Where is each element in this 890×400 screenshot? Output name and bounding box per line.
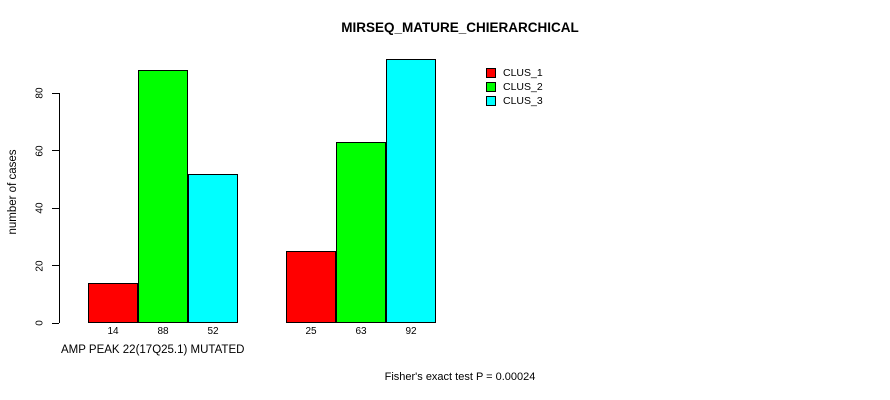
bar-clus-3-group1: [188, 173, 238, 323]
y-axis-line: [59, 93, 60, 323]
bar-value-label-clus-2-group2: 63: [355, 326, 367, 337]
y-tick-label-80: 80: [34, 87, 46, 99]
chart-title: MIRSEQ_MATURE_CHIERARCHICAL: [341, 20, 579, 35]
bar-clus-3-group2: [386, 58, 436, 323]
bar-clus-1-group1: [88, 282, 138, 323]
y-axis-label: number of cases: [7, 149, 19, 235]
y-tick-60: [52, 150, 59, 151]
y-tick-80: [52, 92, 59, 94]
y-tick-40: [52, 207, 59, 209]
y-tick-label-0: 0: [34, 320, 46, 326]
y-tick-label-60: 60: [34, 144, 46, 157]
bar-clus-2-group2: [336, 141, 386, 323]
y-tick-label-40: 40: [34, 202, 46, 214]
legend-item-clus-1: CLUS_1: [486, 66, 543, 80]
legend-label-clus-1: CLUS_1: [503, 67, 543, 79]
bar-clus-2-group1: [138, 70, 188, 323]
bar-value-label-clus-3-group1: 52: [207, 326, 219, 337]
bar-value-label-clus-1-group1: 14: [107, 326, 119, 337]
bar-clus-1-group2: [286, 251, 336, 323]
bar-value-label-clus-3-group2: 92: [405, 326, 417, 337]
legend-swatch-clus-3: [486, 96, 496, 106]
bar-value-label-clus-1-group2: 25: [305, 326, 317, 337]
legend-item-clus-3: CLUS_3: [486, 94, 543, 108]
legend-item-clus-2: CLUS_2: [486, 80, 543, 94]
footer-note: Fisher's exact test P = 0.00024: [384, 371, 536, 383]
y-tick-label-20: 20: [34, 259, 46, 272]
y-tick-20: [52, 265, 59, 266]
legend-swatch-clus-2: [486, 82, 496, 92]
legend-label-clus-2: CLUS_2: [503, 81, 543, 93]
legend-label-clus-3: CLUS_3: [503, 95, 543, 107]
x-axis-label: AMP PEAK 22(17Q25.1) MUTATED: [61, 344, 245, 356]
y-tick-0: [52, 322, 59, 324]
legend-swatch-clus-1: [486, 68, 496, 78]
bar-value-label-clus-2-group1: 88: [157, 326, 169, 337]
